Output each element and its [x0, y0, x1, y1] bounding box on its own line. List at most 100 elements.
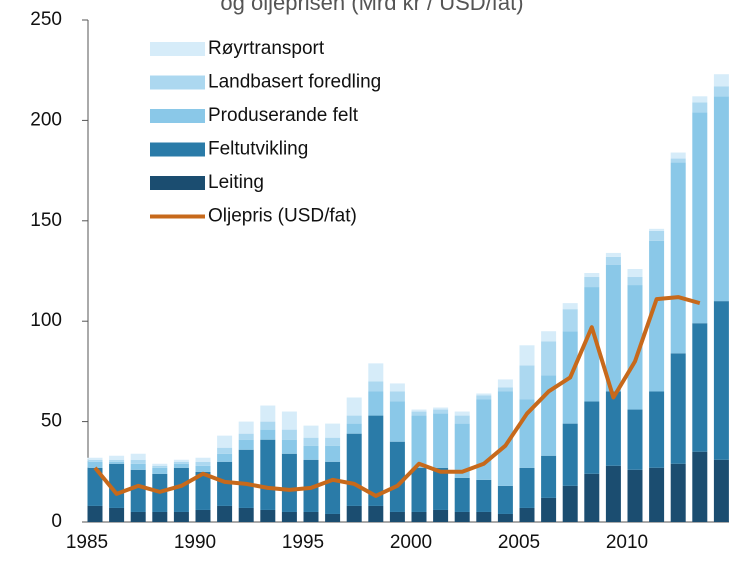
- bar-segment: [562, 303, 578, 310]
- bar-segment: [562, 485, 578, 522]
- bar-segment: [281, 411, 297, 430]
- bar-segment: [541, 331, 557, 342]
- bar-segment: [281, 453, 297, 512]
- legend-label: Leiting: [208, 172, 264, 193]
- bar-segment: [152, 467, 168, 474]
- legend-label: Landbasert foredling: [208, 72, 381, 93]
- bar-segment: [87, 467, 103, 506]
- bar-segment: [87, 459, 103, 462]
- bar-segment: [433, 407, 449, 410]
- legend-swatch: [150, 42, 205, 56]
- y-tick-label: 150: [30, 210, 62, 231]
- bar-segment: [713, 301, 729, 460]
- bar-segment: [476, 393, 492, 396]
- bar-segment: [109, 507, 125, 522]
- bar-segment: [217, 453, 233, 462]
- bar-segment: [627, 268, 643, 278]
- bar-segment: [260, 509, 276, 522]
- x-tick-label: 1990: [174, 532, 216, 553]
- bar-segment: [346, 397, 362, 416]
- bar-segment: [281, 439, 297, 454]
- bar-segment: [713, 86, 729, 97]
- bar-segment: [217, 505, 233, 522]
- legend-swatch: [150, 75, 205, 90]
- bar-segment: [325, 445, 341, 462]
- bar-segment: [584, 401, 600, 474]
- bar-segment: [303, 425, 319, 438]
- bar-segment: [519, 507, 535, 522]
- x-tick-label: 2000: [390, 532, 432, 553]
- bar-segment: [627, 469, 643, 522]
- bar-segment: [303, 437, 319, 446]
- bar-segment: [454, 415, 470, 424]
- bar-segment: [692, 451, 708, 522]
- bar-segment: [346, 505, 362, 522]
- bar-segment: [411, 415, 427, 468]
- legend-label: Produserande felt: [208, 105, 359, 126]
- bar-segment: [605, 391, 621, 466]
- bar-segment: [87, 505, 103, 522]
- bar-segment: [541, 341, 557, 376]
- bar-segment: [519, 345, 535, 366]
- legend-swatch: [150, 109, 205, 123]
- bar-segment: [692, 323, 708, 452]
- bar-segment: [584, 287, 600, 402]
- bar-segment: [433, 409, 449, 414]
- bar-segment: [454, 411, 470, 416]
- bar-segment: [368, 415, 384, 506]
- bar-segment: [195, 509, 211, 522]
- bar-segment: [281, 511, 297, 522]
- bar-segment: [130, 459, 146, 464]
- bar-segment: [303, 445, 319, 460]
- bar-segment: [130, 463, 146, 470]
- bar-segment: [368, 505, 384, 522]
- bar-segment: [217, 447, 233, 454]
- bar-segment: [411, 511, 427, 522]
- bar-segment: [195, 471, 211, 510]
- bar-segment: [368, 363, 384, 382]
- bar-segment: [454, 511, 470, 522]
- bar-segment: [173, 467, 189, 512]
- bar-segment: [109, 459, 125, 462]
- bar-segment: [411, 409, 427, 412]
- bar-segment: [627, 409, 643, 470]
- bar-segment: [130, 511, 146, 522]
- bar-segment: [692, 102, 708, 113]
- bar-segment: [195, 457, 211, 462]
- bar-segment: [562, 309, 578, 332]
- bar-segment: [649, 467, 665, 522]
- bar-segment: [109, 455, 125, 460]
- bar-segment: [173, 511, 189, 522]
- bar-segment: [713, 74, 729, 87]
- bar-segment: [541, 455, 557, 498]
- bar-segment: [173, 463, 189, 468]
- bar-segment: [325, 437, 341, 446]
- bar-segment: [325, 461, 341, 514]
- bar-segment: [325, 423, 341, 438]
- bar-segment: [260, 439, 276, 510]
- bar-segment: [692, 96, 708, 103]
- bar-segment: [238, 421, 254, 434]
- bar-segment: [476, 511, 492, 522]
- bar-segment: [497, 485, 513, 514]
- bar-segment: [389, 441, 405, 512]
- chart-title: og oljeprisen (Mrd kr / USD/fat): [220, 0, 523, 15]
- bar-segment: [605, 264, 621, 392]
- legend-label: Feltutvikling: [208, 139, 308, 160]
- bar-segment: [389, 511, 405, 522]
- bar-segment: [433, 467, 449, 510]
- bar-segment: [476, 479, 492, 512]
- bar-segment: [670, 162, 686, 354]
- bar-segment: [260, 421, 276, 430]
- bar-segment: [497, 387, 513, 392]
- bar-segment: [217, 435, 233, 448]
- bar-segment: [476, 395, 492, 400]
- bar-segment: [238, 433, 254, 440]
- bar-segment: [260, 429, 276, 440]
- legend-label: Oljepris (USD/fat): [208, 206, 357, 227]
- bar-segment: [152, 465, 168, 468]
- bar-segment: [411, 411, 427, 416]
- bar-segment: [173, 461, 189, 464]
- bar-segment: [238, 439, 254, 450]
